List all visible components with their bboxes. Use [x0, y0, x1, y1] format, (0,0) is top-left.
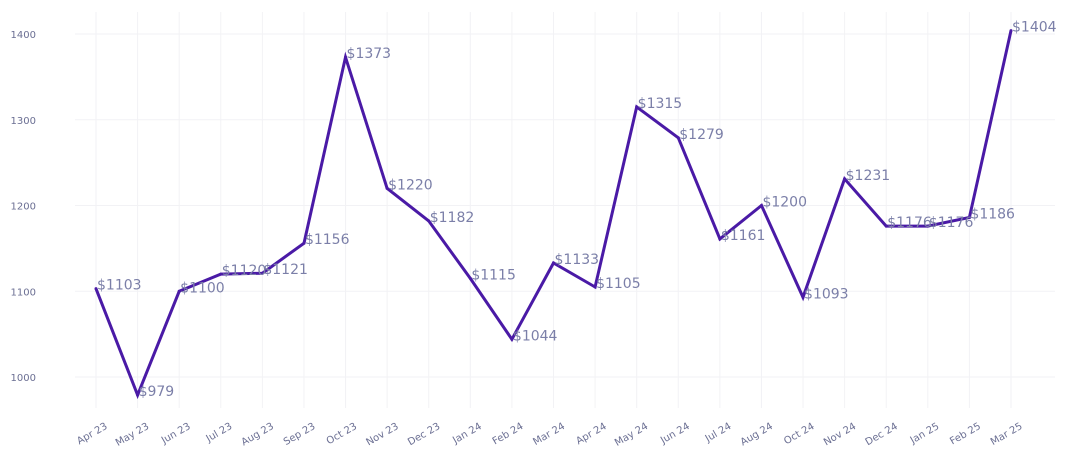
data-label: $1220	[388, 177, 433, 193]
data-label: $1103	[97, 278, 142, 294]
x-tick-label: Sep 23	[282, 421, 318, 448]
data-point	[427, 219, 431, 223]
data-point	[801, 295, 805, 299]
data-point	[136, 393, 140, 397]
grid	[75, 12, 1055, 408]
data-label: $1200	[762, 195, 807, 211]
data-label: $1186	[970, 207, 1015, 223]
data-point	[635, 105, 639, 109]
x-tick-label: Dec 23	[406, 421, 442, 448]
data-point	[676, 136, 680, 140]
data-point	[1009, 29, 1013, 33]
data-label: $1176	[887, 215, 932, 231]
data-label: $1373	[347, 46, 392, 62]
data-point	[385, 186, 389, 190]
x-tick-label: Dec 24	[864, 421, 900, 448]
data-point	[302, 241, 306, 245]
data-point	[468, 276, 472, 280]
data-point	[510, 337, 514, 341]
x-tick-label: Feb 24	[491, 421, 526, 447]
x-tick-label: Jul 24	[703, 421, 734, 445]
data-label: $1315	[638, 96, 683, 112]
data-label: $1044	[513, 328, 558, 344]
y-tick-label: 1400	[11, 30, 36, 41]
data-label: $1115	[471, 267, 516, 283]
x-tick-label: Jan 25	[908, 421, 941, 447]
x-tick-label: Jul 23	[204, 421, 235, 445]
x-tick-label: Aug 24	[739, 421, 775, 448]
x-tick-label: Oct 24	[782, 421, 816, 447]
x-tick-label: May 23	[114, 421, 151, 449]
data-point	[94, 287, 98, 291]
x-tick-label: Mar 24	[531, 421, 567, 448]
x-tick-label: Jun 24	[658, 421, 692, 447]
data-point	[884, 224, 888, 228]
y-tick-label: 1300	[11, 116, 36, 127]
data-label: $1105	[596, 276, 641, 292]
data-label: $1182	[430, 210, 475, 226]
y-tick-label: 1000	[11, 373, 36, 384]
x-axis: Apr 23 May 23 Jun 23 Jul 23 Aug 23 Sep 23 Oct …	[75, 421, 1024, 449]
data-label: $1100	[180, 280, 225, 296]
x-tick-label: May 24	[613, 421, 650, 449]
data-label: $1156	[305, 232, 350, 248]
y-axis: 1000 1100 1200 1300 1400	[11, 30, 36, 384]
data-point	[843, 177, 847, 181]
data-point	[344, 55, 348, 59]
data-label: $1120	[222, 263, 267, 279]
data-label: $1279	[679, 127, 724, 143]
x-tick-label: Jan 24	[450, 421, 483, 447]
data-label: $979	[139, 384, 175, 400]
data-label: $1176	[929, 215, 974, 231]
data-point	[759, 204, 763, 207]
x-tick-label: Mar 25	[989, 421, 1025, 448]
x-tick-label: Oct 23	[325, 421, 359, 447]
data-labels: $1103 $979 $1100$1120$1121 $1156 $1373 $1220 $…	[97, 20, 1057, 400]
data-label: $1121	[263, 262, 308, 278]
data-label: $1231	[846, 168, 891, 184]
data-point	[260, 271, 264, 275]
y-tick-label: 1100	[11, 287, 36, 298]
x-tick-label: Nov 24	[822, 421, 858, 448]
series-group	[94, 29, 1013, 400]
y-tick-label: 1200	[11, 202, 36, 213]
data-point	[552, 261, 555, 265]
data-label: $1133	[555, 252, 600, 268]
data-point	[219, 272, 223, 276]
data-point	[967, 216, 971, 220]
data-label: $1093	[804, 286, 849, 302]
x-tick-label: Jun 23	[159, 421, 193, 447]
data-point	[593, 285, 597, 289]
x-tick-label: Aug 23	[240, 421, 276, 448]
data-point	[718, 237, 722, 241]
x-tick-label: Nov 23	[364, 421, 400, 448]
data-point	[177, 289, 181, 293]
x-tick-label: Feb 25	[948, 421, 983, 447]
data-label: $1161	[721, 228, 766, 244]
x-tick-label: Apr 23	[75, 421, 109, 447]
data-label: $1404	[1012, 20, 1057, 36]
x-tick-label: Apr 24	[574, 421, 608, 447]
data-point	[926, 224, 930, 228]
